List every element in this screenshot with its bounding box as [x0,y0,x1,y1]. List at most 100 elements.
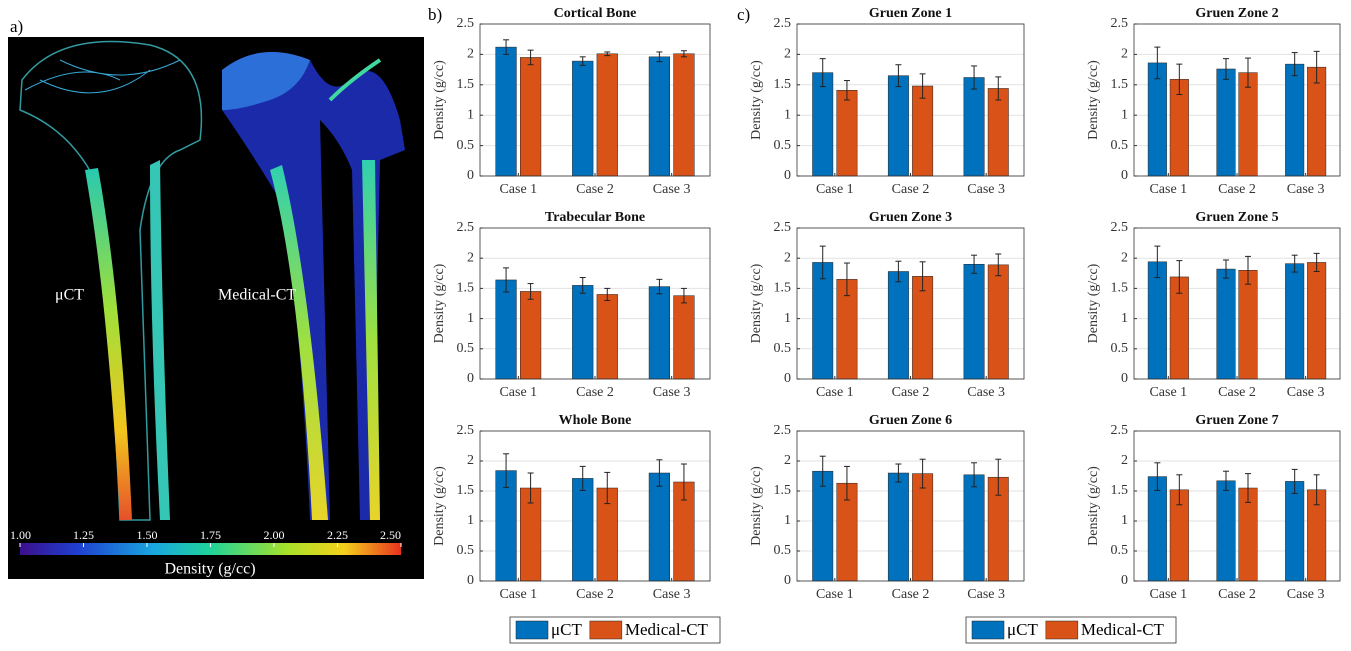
y-tick-label: 0 [467,168,474,183]
x-tick-label: Case 2 [892,182,930,197]
y-tick-label: 0.5 [1111,543,1129,558]
legend-swatch [972,621,1004,639]
chart-title: Gruen Zone 2 [1195,6,1278,21]
y-tick-label: 1.5 [1111,483,1129,498]
bar [888,271,908,379]
x-tick-label: Case 1 [816,587,854,602]
y-tick-label: 0.5 [457,543,475,558]
y-tick-label: 2.5 [1111,16,1129,31]
x-tick-label: Case 2 [892,587,930,602]
y-axis-label: Density (g/cc) [749,60,764,140]
y-tick-label: 2.5 [1111,220,1129,235]
bar [597,54,618,176]
y-tick-label: 1.5 [457,77,475,92]
y-tick-label: 2 [1121,250,1128,265]
y-axis-label: Density (g/cc) [749,263,764,343]
chart-title: Gruen Zone 5 [1195,210,1278,225]
image-label: Medical-CT [218,287,296,304]
y-axis-label: Density (g/cc) [432,263,447,343]
bar [1148,63,1167,176]
chart-title: Gruen Zone 6 [869,413,952,428]
legend-label: μCT [551,620,582,639]
y-tick-label: 1 [784,107,791,122]
colorbar-label: Density (g/cc) [164,561,255,578]
y-tick-label: 1 [784,311,791,326]
bar [674,296,695,379]
figure: a) b) c) μCT Medical-CT Density (g/cc) 1… [0,0,1351,646]
legend-label: μCT [1007,620,1038,639]
bar [837,90,857,176]
colorbar-tick-label: 1.50 [137,528,158,542]
y-tick-label: 0.5 [774,543,792,558]
bar [1285,481,1304,581]
bar [1307,67,1326,176]
y-tick-label: 0 [467,371,474,386]
x-tick-label: Case 3 [1287,182,1325,197]
bar [1239,73,1258,176]
x-tick-label: Case 2 [892,385,930,400]
y-tick-label: 0.5 [1111,341,1129,356]
y-tick-label: 1.5 [1111,281,1129,296]
legend-swatch [590,621,622,639]
bar [597,294,618,379]
y-tick-label: 2 [467,453,474,468]
y-tick-label: 0.5 [774,138,792,153]
chart-title: Cortical Bone [554,6,637,21]
chart-title: Whole Bone [559,413,632,428]
y-tick-label: 1 [784,513,791,528]
y-tick-label: 0.5 [457,138,475,153]
y-tick-label: 1 [467,513,474,528]
y-axis-label: Density (g/cc) [432,60,447,140]
y-tick-label: 2 [467,250,474,265]
y-tick-label: 0 [784,168,791,183]
x-tick-label: Case 1 [816,182,854,197]
y-tick-label: 0.5 [1111,138,1129,153]
y-tick-label: 2.5 [774,16,792,31]
y-tick-label: 1.5 [457,483,475,498]
colorbar-tick-label: 1.25 [73,528,94,542]
x-tick-label: Case 3 [1287,587,1325,602]
bar [572,478,593,581]
x-tick-label: Case 1 [1149,587,1187,602]
bar [912,276,932,379]
x-tick-label: Case 1 [816,385,854,400]
chart-title: Gruen Zone 3 [869,210,952,225]
bar [813,73,833,176]
y-tick-label: 1.5 [774,77,792,92]
y-tick-label: 0.5 [774,341,792,356]
bar [912,86,932,176]
colorbar-tick-label: 2.00 [264,528,285,542]
legend-label: Medical-CT [625,620,709,639]
y-tick-label: 2.5 [457,16,475,31]
x-tick-label: Case 2 [1218,182,1256,197]
bar [1217,269,1236,379]
x-tick-label: Case 2 [1218,385,1256,400]
bar [912,474,932,581]
bar [649,287,670,379]
x-tick-label: Case 2 [1218,587,1256,602]
y-tick-label: 2 [1121,453,1128,468]
x-tick-label: Case 3 [1287,385,1325,400]
bar [674,54,695,176]
x-tick-label: Case 3 [653,587,691,602]
bar [964,475,984,581]
x-tick-label: Case 2 [576,587,614,602]
y-tick-label: 0.5 [457,341,475,356]
panel-label: a) [10,17,23,36]
panel-label: c) [737,5,750,24]
x-tick-label: Case 1 [1149,182,1187,197]
y-tick-label: 2 [1121,47,1128,62]
bar [496,280,517,379]
x-tick-label: Case 3 [653,385,691,400]
bar [1148,262,1167,379]
y-tick-label: 2 [784,250,791,265]
x-tick-label: Case 3 [967,182,1005,197]
y-tick-label: 2.5 [774,220,792,235]
panel-label: b) [428,5,442,24]
bar [888,473,908,581]
y-tick-label: 0 [1121,573,1128,588]
x-tick-label: Case 1 [499,385,537,400]
chart-title: Gruen Zone 7 [1195,413,1278,428]
legend-swatch [516,621,548,639]
y-tick-label: 2 [784,453,791,468]
